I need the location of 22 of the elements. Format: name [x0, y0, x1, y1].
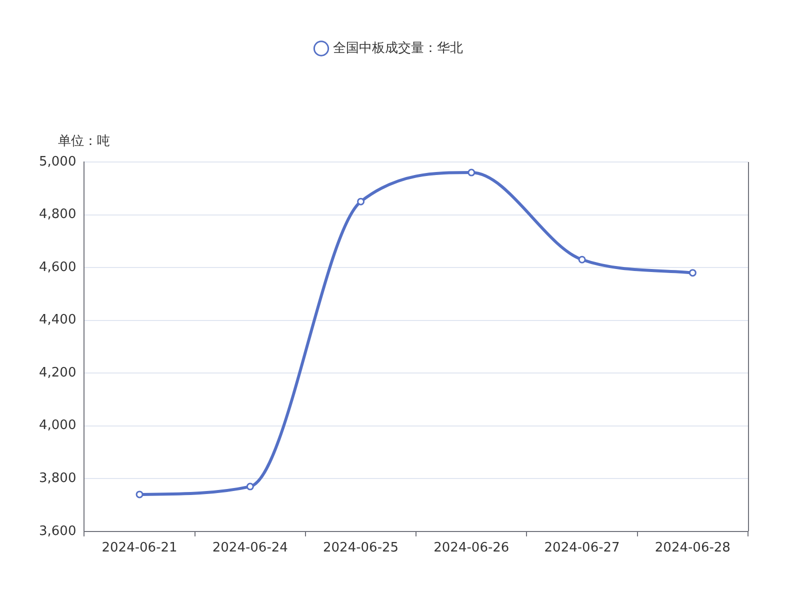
y-tick-label: 5,000 — [39, 154, 76, 170]
point — [136, 490, 144, 498]
x-tick-label: 2024-06-24 — [212, 540, 288, 556]
x-tick-label: 2024-06-26 — [434, 540, 510, 556]
y-tick-label: 3,600 — [39, 524, 76, 539]
point — [688, 269, 696, 277]
y-tick-label: 4,200 — [39, 365, 76, 380]
x-tick-label: 2024-06-28 — [654, 540, 730, 556]
y-tick-label: 4,800 — [39, 207, 76, 222]
point — [468, 168, 476, 176]
y-axis-title: 单位：吨 — [58, 134, 110, 149]
y-tick-label: 4,600 — [39, 260, 76, 275]
point — [357, 198, 365, 206]
x-tick-label: 2024-06-21 — [102, 540, 178, 556]
y-tick-label: 4,400 — [39, 312, 76, 328]
x-tick-label: 2024-06-25 — [323, 540, 399, 556]
y-tick-label: 3,800 — [39, 471, 76, 486]
legend-label: 全国中板成交量：华北 — [332, 40, 463, 56]
point — [246, 482, 254, 490]
point — [578, 256, 586, 264]
y-tick-label: 4,000 — [39, 418, 76, 434]
x-tick-label: 2024-06-27 — [544, 540, 620, 556]
